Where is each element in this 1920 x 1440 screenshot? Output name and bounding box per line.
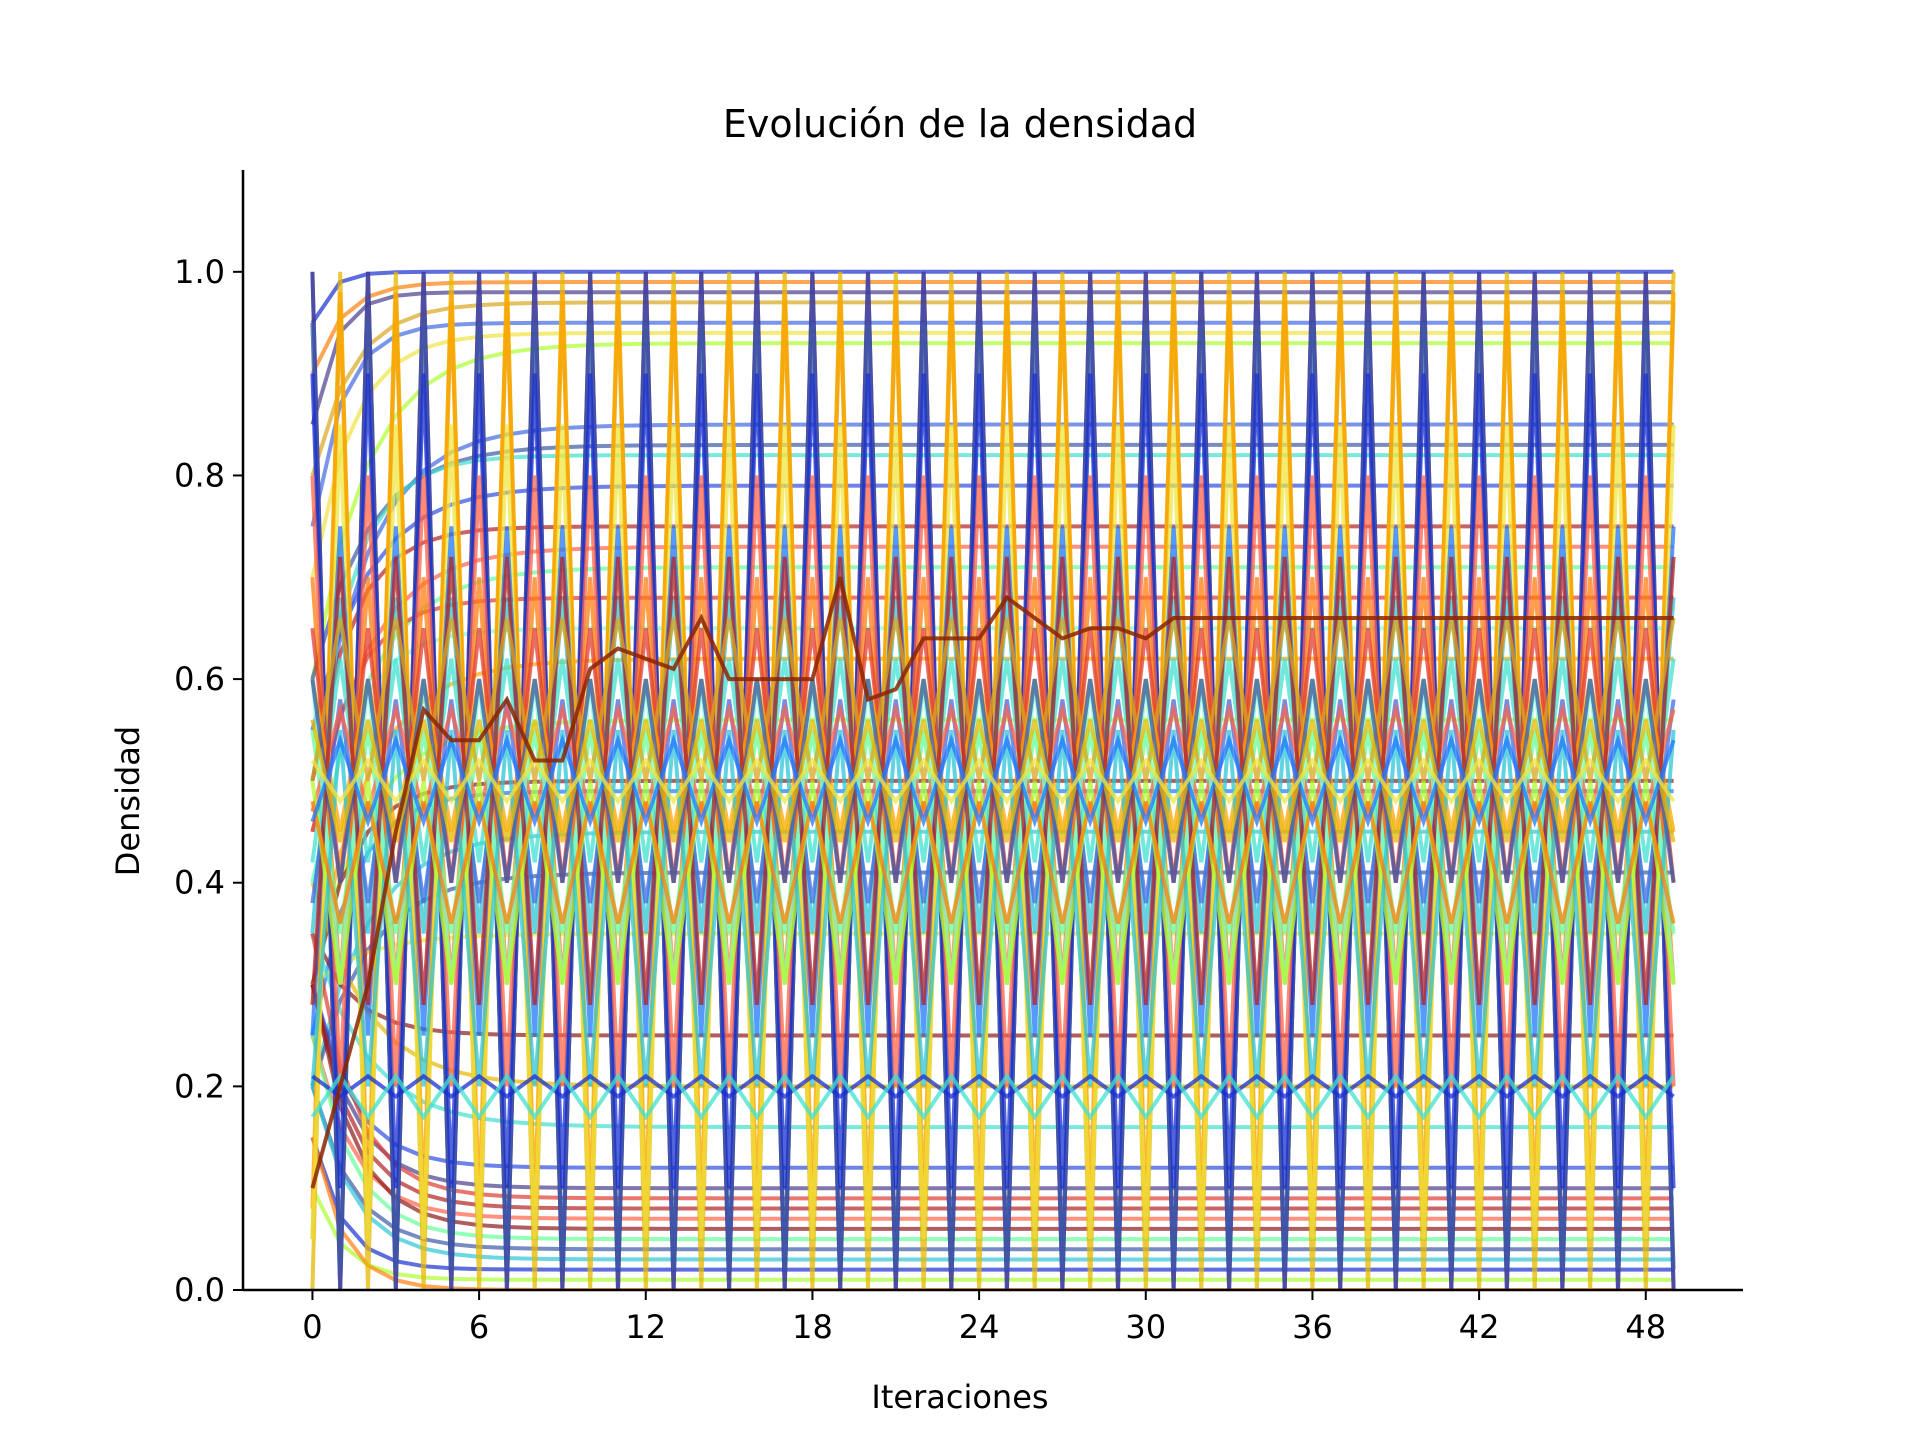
y-tick-label: 1.0 bbox=[174, 253, 225, 291]
x-tick-label: 42 bbox=[1459, 1308, 1500, 1346]
series-line-highlight bbox=[310, 576, 1674, 1189]
series-line-constant-32 bbox=[310, 1034, 1674, 1242]
series-line-oscillating-18 bbox=[310, 678, 1676, 985]
axes-layer: 0 6 12 18 24 30 36 42 48 0.0 0.2 0.4 0.6 0.8 1.0 bbox=[174, 170, 1743, 1346]
series-line-constant-37 bbox=[310, 1136, 1674, 1290]
series-line-constant-35 bbox=[310, 1136, 1674, 1272]
chart-title: Evolución de la densidad bbox=[722, 102, 1198, 146]
series-line-constant-34 bbox=[310, 1085, 1674, 1262]
series-line-oscillating-26 bbox=[310, 1072, 1676, 1121]
series-line-constant-33 bbox=[310, 1085, 1674, 1252]
series-line-constant-31 bbox=[310, 984, 1674, 1231]
x-tick-label: 18 bbox=[792, 1308, 833, 1346]
series-line-constant-0 bbox=[310, 269, 1674, 324]
x-tick-label: 30 bbox=[1125, 1308, 1166, 1346]
series-line-constant-28 bbox=[310, 933, 1674, 1201]
y-tick-label: 0.4 bbox=[174, 864, 225, 902]
series-line-oscillating-23 bbox=[310, 617, 1676, 782]
y-tick-label: 0.2 bbox=[174, 1067, 225, 1105]
series-line-oscillating-21 bbox=[310, 729, 1676, 1087]
series-layer bbox=[310, 269, 1676, 1290]
series-line-oscillating-22 bbox=[310, 800, 1676, 924]
series-line-constant-1 bbox=[310, 280, 1674, 375]
x-tick-label: 6 bbox=[469, 1308, 489, 1346]
series-line-constant-30 bbox=[310, 1034, 1674, 1221]
y-tick-label: 0.6 bbox=[174, 660, 225, 698]
x-tick-label: 0 bbox=[302, 1308, 322, 1346]
series-line-oscillating-29 bbox=[310, 756, 1676, 805]
x-tick-label: 24 bbox=[959, 1308, 1000, 1346]
x-tick-label: 36 bbox=[1292, 1308, 1333, 1346]
x-tick-label: 12 bbox=[625, 1308, 666, 1346]
series-line-constant-6 bbox=[310, 341, 1674, 680]
x-tick-label: 48 bbox=[1625, 1308, 1666, 1346]
series-line-constant-2 bbox=[310, 290, 1674, 426]
y-tick-label: 0.0 bbox=[174, 1271, 225, 1309]
series-line-oscillating-25 bbox=[311, 1073, 1675, 1099]
series-line-constant-36 bbox=[310, 1187, 1674, 1282]
series-line-constant-5 bbox=[310, 330, 1674, 578]
series-line-constant-4 bbox=[310, 320, 1674, 527]
series-line-constant-29 bbox=[310, 984, 1674, 1211]
series-line-constant-3 bbox=[310, 300, 1674, 477]
x-axis-label: Iteraciones bbox=[871, 1378, 1049, 1416]
y-tick-label: 0.8 bbox=[174, 456, 225, 494]
